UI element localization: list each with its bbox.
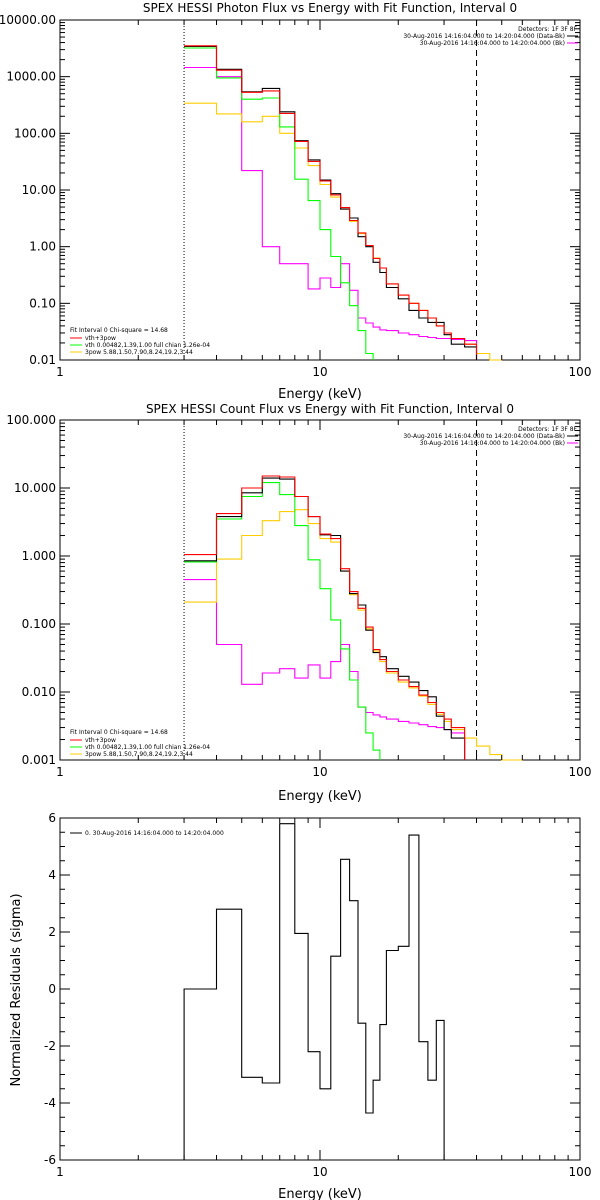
fit-line-vth: vth 0.00482,1.39,1.00 full chian 1.26e-0… (85, 744, 210, 751)
y-tick-label: 100.000 (6, 413, 56, 427)
y-tick-label: 0.010 (22, 685, 56, 699)
legend: 0. 30-Aug-2016 14:16:04.000 to 14:20:04.… (70, 830, 224, 837)
plot-frame (59, 419, 581, 761)
y-tick-label: -4 (44, 1096, 56, 1110)
fit-line-total: vth+3pow (85, 335, 116, 342)
y-tick-label: 10.00 (22, 183, 56, 197)
series-3pow (184, 102, 502, 361)
x-tick-label: 10 (312, 365, 327, 379)
fit-line-3pow: 3pow 5.88,1.50,7.90,8.24,19.2,3.44 (85, 349, 193, 356)
series-layer (183, 823, 445, 1160)
count-flux-panel: SPEX HESSI Count Flux vs Energy with Fit… (6, 402, 591, 804)
x-tick-label: 100 (569, 765, 592, 779)
x-tick-label: 100 (569, 1165, 592, 1179)
tick-layer: 1 10 100 -6 -4 -2 0 2 4 6 (44, 811, 591, 1179)
series-background (184, 579, 466, 760)
y-tick-label: 0.001 (22, 753, 56, 767)
series-0-30-aug-2016-14-16-04-000-to-14-20-04-000 (183, 823, 445, 1160)
y-tick-label: 4 (48, 868, 56, 882)
y-axis-label: Normalized Residuals (sigma) (9, 893, 24, 1086)
x-tick-label: 1 (56, 365, 64, 379)
series-vth (184, 47, 374, 360)
fit-info: Fit Interval 0 Chi-square = 14.68 vth+3p… (70, 729, 210, 758)
y-tick-label: 1000.00 (6, 70, 56, 84)
plot-frame (59, 817, 581, 1161)
series-layer (183, 20, 502, 361)
y-tick-label: 2 (48, 925, 56, 939)
y-tick-label: -6 (44, 1153, 56, 1167)
series-vth-3pow (184, 475, 466, 760)
chart-title: SPEX HESSI Photon Flux vs Energy with Fi… (143, 1, 517, 15)
fit-line-vth: vth 0.00482,1.39,1.00 full chian 1.26e-0… (85, 342, 210, 349)
x-axis-label: Energy (keV) (278, 1187, 362, 1200)
fit-line-total: vth+3pow (85, 737, 116, 744)
x-tick-label: 1 (56, 765, 64, 779)
series-data (184, 477, 466, 760)
legend-entry-bk: 30-Aug-2016 14:16:04.000 to 14:20:04.000… (420, 440, 565, 447)
x-tick-label: 10 (312, 1165, 327, 1179)
chart-title: SPEX HESSI Count Flux vs Energy with Fit… (146, 402, 514, 416)
residuals-panel: 1 10 100 -6 -4 -2 0 2 4 6 Energy (keV) Normalized… (9, 811, 591, 1200)
tick-layer: 1 10 100 0.001 0.010 0.100 1.000 10.000 100.000 (6, 413, 591, 779)
series-background (184, 66, 478, 360)
series-data (184, 45, 478, 360)
x-tick-label: 1 (56, 1165, 64, 1179)
legend-entry-bk: 30-Aug-2016 14:16:04.000 to 14:20:04.000… (420, 40, 565, 47)
x-tick-label: 100 (569, 365, 592, 379)
legend-entry-data: 30-Aug-2016 14:16:04.000 to 14:20:04.000… (403, 33, 565, 40)
x-axis-label: Energy (keV) (278, 387, 362, 402)
fit-line-3pow: 3pow 5.88,1.50,7.90,8.24,19.2,3.44 (85, 751, 193, 758)
y-tick-label: 6 (48, 811, 56, 825)
detectors-label: Detectors: 1F 3F 8F (518, 426, 577, 433)
y-tick-label: 0.01 (29, 353, 56, 367)
y-tick-label: 1.00 (29, 240, 56, 254)
y-tick-label: 0.10 (29, 296, 56, 310)
fit-header: Fit Interval 0 Chi-square = 14.68 (70, 729, 168, 736)
series-3pow (184, 509, 523, 761)
plot-frame (59, 19, 581, 361)
series-vth (184, 482, 381, 760)
fit-header: Fit Interval 0 Chi-square = 14.68 (70, 327, 168, 334)
y-tick-label: 1.000 (22, 549, 56, 563)
fit-info: Fit Interval 0 Chi-square = 14.68 vth+3p… (70, 327, 210, 356)
y-tick-label: 10000.00 (0, 13, 56, 27)
x-axis-label: Energy (keV) (278, 789, 362, 804)
legend-entry-data: 30-Aug-2016 14:16:04.000 to 14:20:04.000… (403, 433, 565, 440)
legend: 30-Aug-2016 14:16:04.000 to 14:20:04.000… (403, 433, 578, 447)
legend-entry: 0. 30-Aug-2016 14:16:04.000 to 14:20:04.… (85, 830, 224, 837)
y-tick-label: -2 (44, 1039, 56, 1053)
legend: 30-Aug-2016 14:16:04.000 to 14:20:04.000… (403, 33, 578, 47)
detectors-label: Detectors: 1F 3F 8F (518, 26, 577, 33)
series-layer (183, 420, 523, 761)
x-tick-label: 10 (312, 765, 327, 779)
series-vth-3pow (184, 45, 478, 360)
y-tick-label: 0 (48, 982, 56, 996)
y-tick-label: 10.000 (14, 481, 56, 495)
tick-layer: 1 10 100 0.01 0.10 1.00 10.00 100.00 1000.00 1000… (0, 13, 591, 379)
y-tick-label: 100.00 (14, 126, 56, 140)
y-tick-label: 0.100 (22, 617, 56, 631)
photon-flux-panel: SPEX HESSI Photon Flux vs Energy with Fi… (0, 1, 591, 402)
